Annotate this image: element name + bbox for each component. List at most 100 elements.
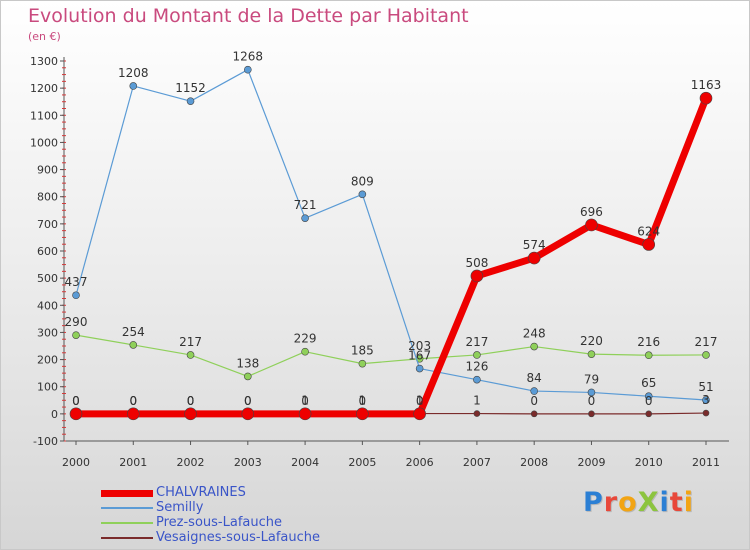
data-label-prez-sous-lafauche: 217 [465, 335, 488, 349]
data-point-chalvraines [356, 407, 369, 421]
y-tick-label: -100 [33, 435, 58, 448]
series-line-chalvraines [72, 94, 710, 418]
data-point-semilly [587, 388, 596, 397]
data-label-semilly: 1268 [233, 50, 264, 64]
logo-letter: o [618, 487, 638, 518]
x-tick-label: 2004 [291, 456, 319, 469]
legend-label: CHALVRAINES [156, 485, 246, 500]
data-label-semilly: 167 [408, 349, 431, 363]
data-label-vesaignes-sous-lafauche: 0 [72, 394, 80, 408]
x-tick-label: 2000 [62, 456, 90, 469]
data-point-chalvraines [699, 91, 713, 105]
data-label-prez-sous-lafauche: 217 [695, 335, 718, 349]
legend-label: Prez-sous-Lafauche [156, 515, 282, 530]
data-point-prez-sous-lafauche [530, 342, 538, 351]
data-point-prez-sous-lafauche [358, 359, 367, 368]
data-label-semilly: 126 [465, 360, 488, 374]
data-label-prez-sous-lafauche: 138 [236, 356, 259, 370]
logo-letter: i [683, 487, 694, 518]
data-label-chalvraines: 624 [637, 224, 660, 238]
data-point-chalvraines [413, 407, 426, 421]
data-label-prez-sous-lafauche: 216 [637, 335, 660, 349]
data-point-semilly [72, 291, 80, 300]
data-label-vesaignes-sous-lafauche: 0 [129, 394, 137, 408]
logo-letter: P [583, 487, 604, 518]
data-label-chalvraines: 0 [72, 394, 80, 408]
x-tick-label: 2009 [577, 456, 605, 469]
data-label-chalvraines: 0 [244, 394, 252, 408]
y-tick-label: 800 [37, 191, 58, 204]
legend-label: Vesaignes-sous-Lafauche [156, 530, 320, 545]
y-tick-label: 200 [37, 354, 58, 367]
data-point-semilly [473, 375, 481, 384]
data-point-semilly [415, 364, 424, 373]
x-tick-label: 2001 [119, 456, 147, 469]
data-label-semilly: 1208 [118, 66, 149, 80]
data-label-prez-sous-lafauche: 290 [65, 315, 88, 329]
data-label-chalvraines: 0 [301, 394, 309, 408]
data-label-semilly: 51 [698, 380, 713, 394]
data-label-chalvraines: 574 [523, 238, 546, 252]
y-tick-label: 500 [37, 272, 58, 285]
series-line-semilly [75, 69, 707, 401]
data-label-vesaignes-sous-lafauche: 0 [530, 394, 538, 408]
x-tick-label: 2008 [520, 456, 548, 469]
y-tick-label: 400 [37, 299, 58, 312]
data-point-chalvraines [126, 407, 140, 421]
data-label-prez-sous-lafauche: 229 [294, 332, 317, 346]
data-label-semilly: 437 [65, 275, 88, 289]
data-label-prez-sous-lafauche: 220 [580, 334, 603, 348]
data-label-chalvraines: 508 [465, 256, 488, 270]
data-point-vesaignes-sous-lafauche [473, 410, 481, 417]
data-point-vesaignes-sous-lafauche [645, 410, 653, 418]
data-label-chalvraines: 1163 [691, 78, 722, 92]
legend-swatch [101, 507, 153, 509]
x-tick-label: 2006 [406, 456, 434, 469]
y-tick-label: 1300 [30, 55, 58, 68]
x-tick-label: 2005 [348, 456, 376, 469]
data-point-prez-sous-lafauche [129, 341, 138, 349]
x-tick-label: 2010 [635, 456, 663, 469]
data-point-vesaignes-sous-lafauche [530, 410, 538, 418]
y-tick-label: 900 [37, 164, 58, 177]
legend-swatch [101, 522, 153, 524]
chart-title: Evolution du Montant de la Dette par Hab… [28, 5, 469, 27]
data-point-prez-sous-lafauche [186, 351, 195, 359]
data-point-vesaignes-sous-lafauche [588, 410, 595, 418]
y-tick-label: 300 [37, 326, 58, 339]
y-tick-label: 100 [37, 381, 58, 394]
proxiti-logo: ProXiti [583, 487, 694, 518]
data-point-prez-sous-lafauche [702, 351, 710, 359]
data-label-prez-sous-lafauche: 217 [179, 335, 202, 349]
data-label-vesaignes-sous-lafauche: 1 [473, 394, 481, 408]
data-label-vesaignes-sous-lafauche: 0 [244, 394, 252, 408]
data-point-chalvraines [470, 269, 484, 283]
data-point-semilly [301, 214, 309, 222]
data-label-chalvraines: 0 [129, 394, 137, 408]
data-point-chalvraines [642, 238, 656, 251]
x-tick-label: 2003 [234, 456, 262, 469]
data-point-prez-sous-lafauche [587, 350, 596, 358]
logo-letter: X [637, 487, 660, 518]
data-point-semilly [244, 65, 252, 74]
x-tick-label: 2011 [692, 456, 720, 469]
data-label-vesaignes-sous-lafauche: 1 [359, 394, 367, 408]
data-point-prez-sous-lafauche [244, 372, 252, 381]
y-tick-label: 700 [37, 218, 58, 231]
data-label-semilly: 84 [527, 371, 542, 385]
data-label-vesaignes-sous-lafauche: 0 [588, 394, 596, 408]
data-label-prez-sous-lafauche: 248 [523, 327, 546, 341]
logo-letter: i [659, 487, 670, 518]
data-label-chalvraines: 0 [187, 394, 195, 408]
data-label-semilly: 79 [584, 372, 599, 386]
data-point-chalvraines [585, 218, 598, 232]
data-label-prez-sous-lafauche: 254 [122, 325, 145, 339]
logo-letter: r [603, 487, 619, 518]
legend-label: Semilly [156, 500, 204, 515]
data-label-chalvraines: 0 [416, 394, 424, 408]
data-point-chalvraines [69, 407, 83, 421]
logo-letter: t [669, 487, 684, 518]
x-tick-label: 2007 [463, 456, 491, 469]
legend-swatch [101, 537, 153, 539]
legend-swatch [101, 489, 153, 497]
